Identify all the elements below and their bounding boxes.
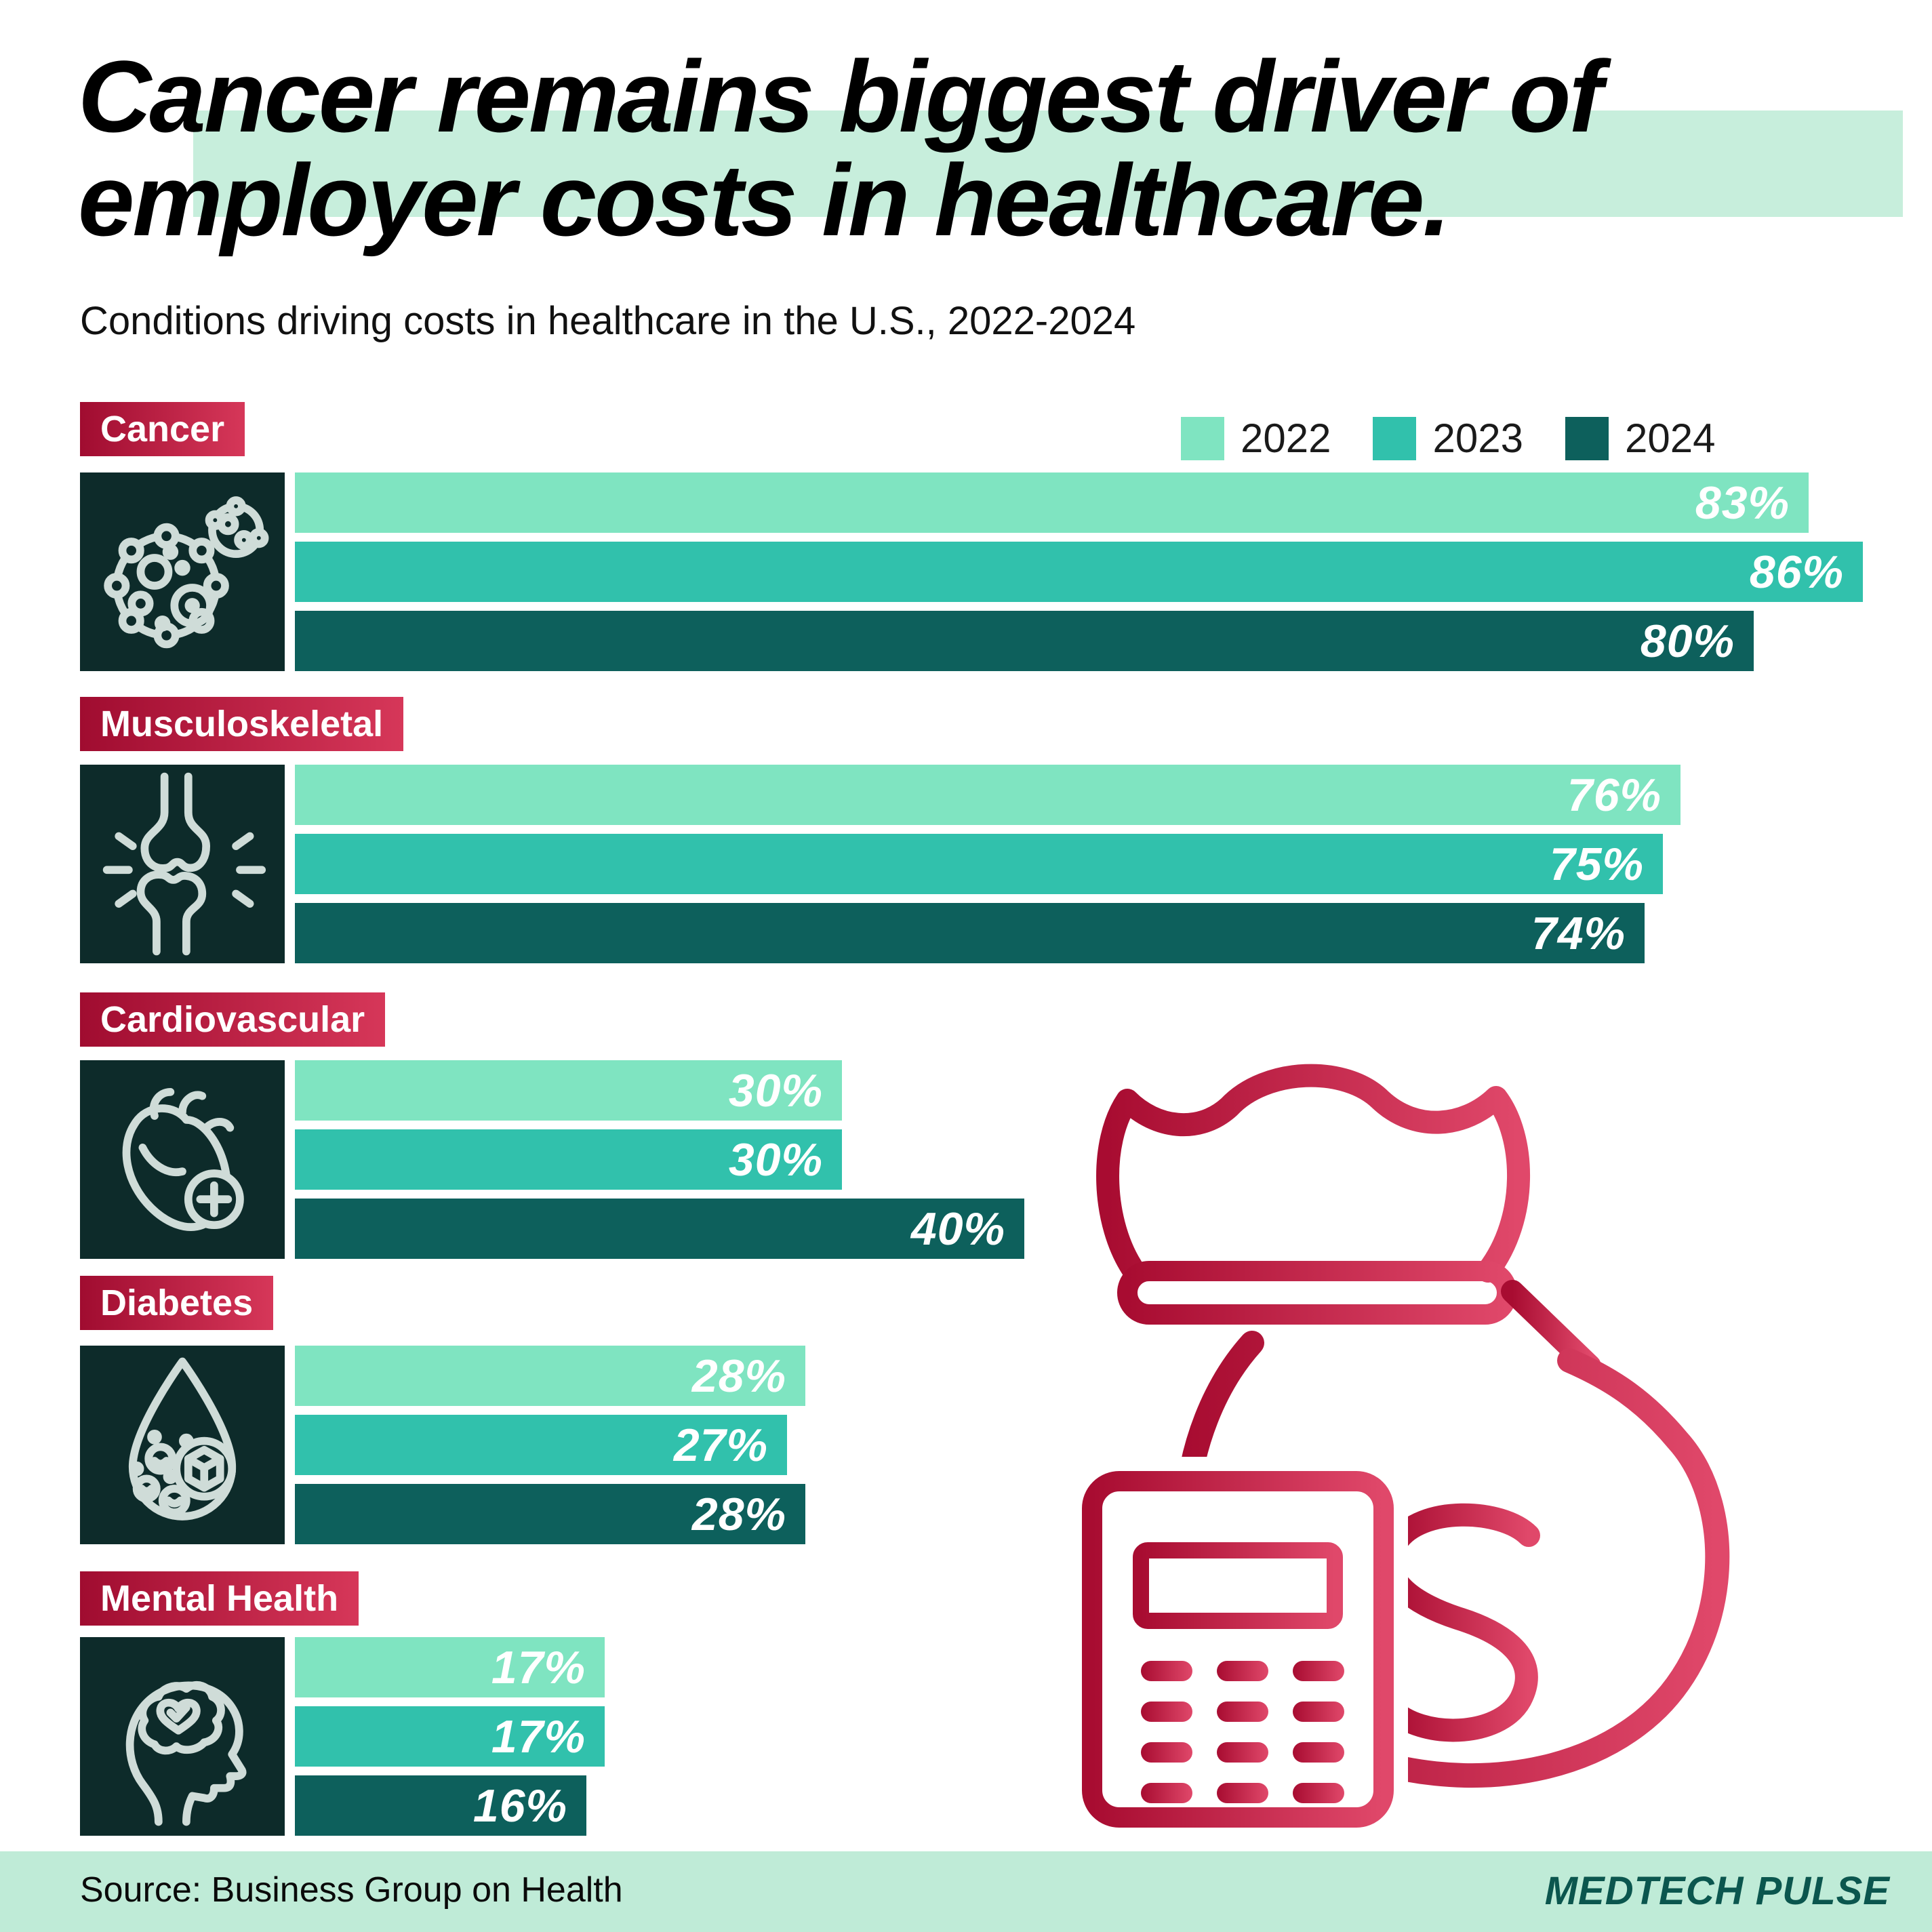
bar-musculoskeletal-2022: 76% — [295, 765, 1681, 825]
icon-tile-musculoskeletal — [80, 765, 285, 963]
legend-item-2024: 2024 — [1565, 415, 1715, 462]
icon-tile-cardiovascular — [80, 1060, 285, 1259]
bar-value-cancer-2023: 86% — [1749, 546, 1844, 598]
bar-mental-health-2024: 16% — [295, 1775, 586, 1836]
bar-value-musculoskeletal-2022: 76% — [1567, 769, 1662, 821]
category-label-musculoskeletal: Musculoskeletal — [80, 697, 404, 751]
bar-value-cardiovascular-2023: 30% — [728, 1133, 823, 1186]
bar-mental-health-2023: 17% — [295, 1706, 605, 1767]
category-label-cancer: Cancer — [80, 402, 245, 456]
bar-value-cardiovascular-2024: 40% — [910, 1203, 1005, 1255]
bar-diabetes-2022: 28% — [295, 1346, 805, 1406]
legend-label-2022: 2022 — [1241, 416, 1331, 461]
bar-value-diabetes-2023: 27% — [673, 1419, 768, 1471]
bar-cardiovascular-2023: 30% — [295, 1129, 842, 1190]
page-title-line1: Cancer remains biggest driver of — [78, 39, 1603, 153]
bar-diabetes-2023: 27% — [295, 1415, 787, 1475]
bar-value-musculoskeletal-2024: 74% — [1531, 907, 1626, 959]
bar-value-mental-health-2022: 17% — [491, 1641, 586, 1693]
bar-cardiovascular-2022: 30% — [295, 1060, 842, 1121]
head-brain-icon — [125, 1681, 247, 1826]
chart-legend: 2022 2023 2024 — [1181, 415, 1715, 462]
bar-value-mental-health-2024: 16% — [472, 1779, 567, 1832]
chart-subtitle: Conditions driving costs in healthcare i… — [80, 299, 1136, 343]
bar-value-diabetes-2022: 28% — [691, 1350, 786, 1402]
bar-value-cancer-2022: 83% — [1695, 477, 1790, 529]
footer-band — [0, 1851, 1932, 1932]
title-highlight-block — [193, 110, 1903, 217]
bar-value-mental-health-2023: 17% — [491, 1710, 586, 1763]
icon-tile-mental-health — [80, 1637, 285, 1836]
bar-cancer-2023: 86% — [295, 542, 1863, 602]
calculator-icon — [1068, 1457, 1408, 1834]
category-label-cardiovascular: Cardiovascular — [80, 992, 386, 1047]
source-attribution: Source: Business Group on Health — [80, 1870, 623, 1910]
joint-icon — [102, 772, 266, 956]
legend-swatch-2024 — [1565, 416, 1609, 460]
icon-tile-cancer — [80, 472, 285, 671]
bar-mental-health-2022: 17% — [295, 1637, 605, 1697]
legend-swatch-2022 — [1181, 416, 1224, 460]
bar-value-cancer-2024: 80% — [1640, 615, 1735, 667]
bar-musculoskeletal-2023: 75% — [295, 834, 1663, 894]
brand-logo: MEDTECH PULSE — [1544, 1869, 1890, 1913]
legend-swatch-2023 — [1373, 416, 1417, 460]
page-title-line2: employer costs in healthcare. — [78, 143, 1451, 257]
legend-label-2023: 2023 — [1432, 416, 1523, 461]
bar-cancer-2024: 80% — [295, 611, 1754, 671]
page-title: Cancer remains biggest driver of employe… — [78, 39, 1603, 257]
bar-cardiovascular-2024: 40% — [295, 1199, 1024, 1259]
blood-drop-icon — [128, 1357, 237, 1521]
cancer-cell-icon — [104, 496, 269, 649]
bar-musculoskeletal-2024: 74% — [295, 903, 1645, 963]
legend-item-2022: 2022 — [1181, 415, 1331, 462]
money-bag-calculator-illustration — [1068, 1064, 1730, 1834]
bar-value-musculoskeletal-2023: 75% — [1549, 838, 1644, 890]
bar-value-cardiovascular-2022: 30% — [728, 1064, 823, 1116]
bar-diabetes-2024: 28% — [295, 1484, 805, 1544]
bar-value-diabetes-2024: 28% — [691, 1488, 786, 1540]
heart-icon — [122, 1088, 244, 1231]
legend-label-2024: 2024 — [1624, 416, 1716, 461]
category-label-diabetes: Diabetes — [80, 1276, 274, 1330]
icon-tile-diabetes — [80, 1346, 285, 1544]
bar-cancer-2022: 83% — [295, 472, 1809, 533]
legend-item-2023: 2023 — [1373, 415, 1523, 462]
category-label-mental-health: Mental Health — [80, 1571, 359, 1626]
money-bag-top — [1096, 1064, 1530, 1283]
